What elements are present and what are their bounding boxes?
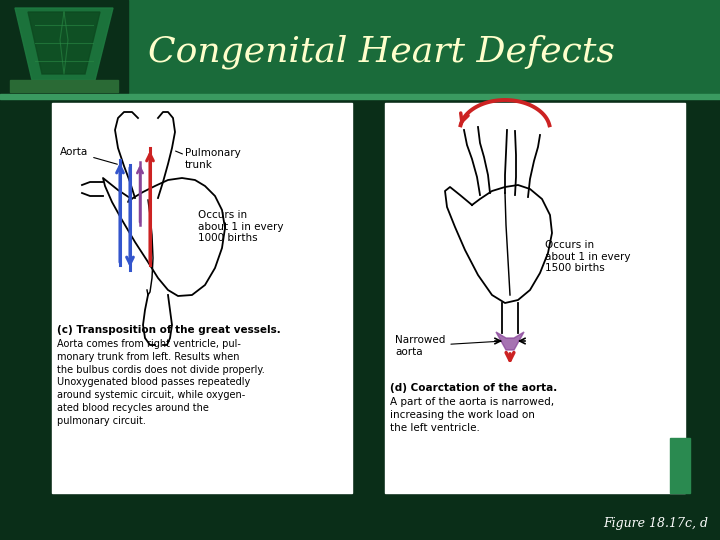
Bar xyxy=(0,94,720,99)
Polygon shape xyxy=(496,332,524,350)
Text: Pulmonary
trunk: Pulmonary trunk xyxy=(185,148,240,170)
Bar xyxy=(0,0,128,98)
Text: Occurs in
about 1 in every
1000 births: Occurs in about 1 in every 1000 births xyxy=(198,210,284,243)
Polygon shape xyxy=(15,8,113,80)
Text: (c) Transposition of the great vessels.: (c) Transposition of the great vessels. xyxy=(57,325,281,335)
Text: (d) Coarctation of the aorta.: (d) Coarctation of the aorta. xyxy=(390,383,557,393)
Bar xyxy=(670,438,690,493)
Bar xyxy=(52,103,352,493)
Bar xyxy=(385,103,685,493)
Bar xyxy=(10,80,118,92)
Text: Aorta: Aorta xyxy=(60,147,117,164)
Polygon shape xyxy=(28,12,100,74)
Bar xyxy=(128,0,720,98)
Text: A part of the aorta is narrowed,
increasing the work load on
the left ventricle.: A part of the aorta is narrowed, increas… xyxy=(390,397,554,433)
Text: Narrowed
aorta: Narrowed aorta xyxy=(395,335,501,357)
Text: Occurs in
about 1 in every
1500 births: Occurs in about 1 in every 1500 births xyxy=(545,240,631,273)
Text: Congenital Heart Defects: Congenital Heart Defects xyxy=(148,35,615,69)
Text: Aorta comes from right ventricle, pul-
monary trunk from left. Results when
the : Aorta comes from right ventricle, pul- m… xyxy=(57,339,265,426)
Text: Figure 18.17c, d: Figure 18.17c, d xyxy=(603,517,708,530)
